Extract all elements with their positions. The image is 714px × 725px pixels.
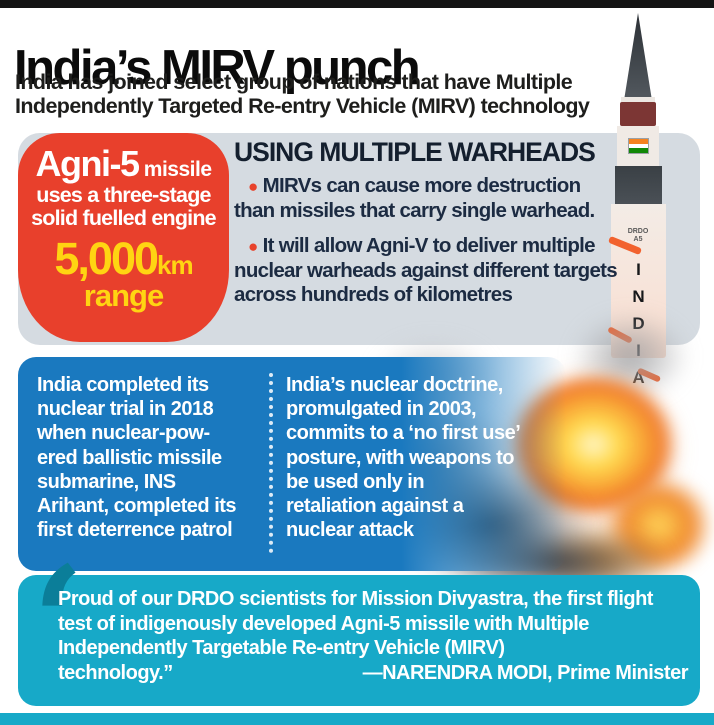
- missile-nose-cone: [624, 13, 652, 97]
- bullet-icon: ●: [248, 177, 258, 196]
- missile-dark-band: [614, 166, 662, 204]
- top-rule-bar: [0, 0, 714, 8]
- blue-box-right-column: India’s nuclear doctrine, promulgated in…: [286, 374, 521, 542]
- range-value: 5,000: [54, 233, 159, 285]
- subtitle-line-2: Independently Targeted Re-entry Vehicle …: [15, 93, 590, 118]
- subtitle-line-1: India has joined select group of nations…: [15, 70, 573, 94]
- range-word: range: [83, 277, 164, 313]
- agni5-fact-box: Agni-5 missile uses a three-stage solid …: [18, 133, 229, 342]
- range-unit: km: [157, 250, 194, 281]
- dotted-column-divider: [269, 373, 273, 553]
- bullet-icon: ●: [248, 237, 258, 257]
- page-title: India’s MIRV punch: [14, 40, 421, 95]
- bottom-rule-bar: [0, 713, 714, 725]
- quote-text: Proud of our DRDO scientists for Mission…: [58, 588, 653, 660]
- quote-last-line: technology.” —NARENDRA MODI, Prime Minis…: [58, 661, 689, 686]
- warheads-heading: USING MULTIPLE WARHEADS: [234, 137, 596, 167]
- missile-marking: DRDO A5: [627, 228, 649, 244]
- agni5-name-strong: Agni-5: [35, 143, 140, 184]
- warheads-bullet-2: ● It will allow Agni-V to deliver multipl…: [234, 234, 618, 307]
- facts-blue-box: India completed its nuclear trial in 201…: [18, 357, 566, 571]
- agni5-name-rest: missile: [138, 158, 212, 181]
- page-subtitle: India has joined select group of nations…: [15, 70, 590, 118]
- missile-flag-section: [617, 126, 659, 166]
- quote-text-end: technology.”: [58, 661, 173, 684]
- fireball: [586, 458, 714, 593]
- quote-attribution: —NARENDRA MODI, Prime Minister: [362, 661, 689, 684]
- warheads-section: USING MULTIPLE WARHEADS ● MIRVs can cause…: [234, 137, 619, 319]
- agni5-range: 5,000km range: [18, 236, 229, 313]
- agni5-name: Agni-5 missile: [18, 146, 229, 182]
- agni5-description: uses a three-stage solid fuelled engine: [31, 183, 217, 231]
- missile-maroon-band: [620, 102, 656, 126]
- warheads-bullet-1: ● MIRVs can cause more destruction than m…: [234, 174, 595, 222]
- modi-quote-box: ‘ Proud of our DRDO scientists for Missi…: [18, 547, 700, 706]
- blue-box-left-column: India completed its nuclear trial in 201…: [37, 374, 237, 542]
- missile-ring: [621, 97, 655, 102]
- india-flag-icon: [627, 138, 649, 154]
